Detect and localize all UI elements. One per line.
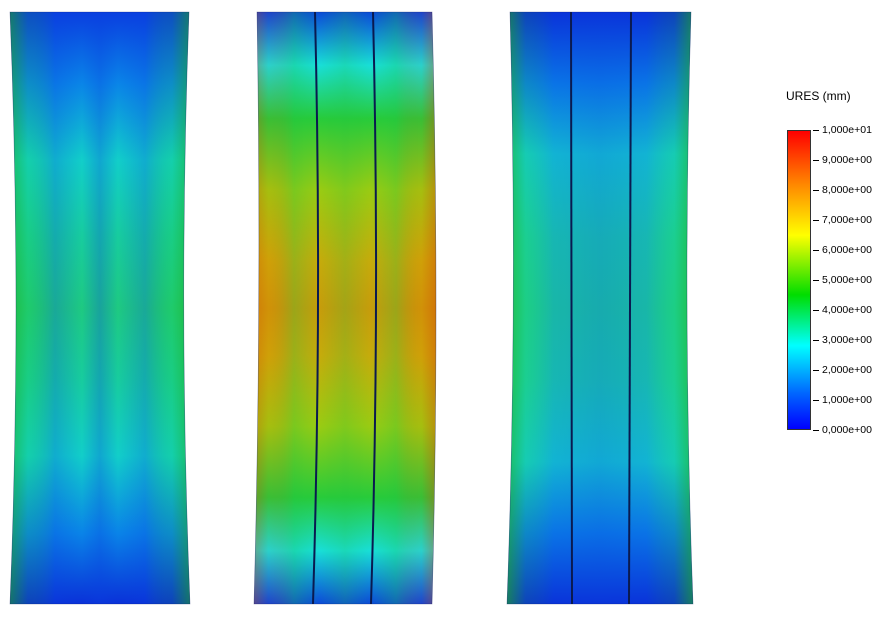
panel-middle	[253, 11, 437, 605]
legend-label: 0,000e+00	[822, 424, 872, 436]
segment-divider	[628, 11, 632, 605]
legend-tick	[813, 250, 819, 251]
legend-tick	[813, 400, 819, 401]
panel-right	[506, 11, 694, 605]
legend-tick	[813, 370, 819, 371]
legend-label: 7,000e+00	[822, 214, 872, 226]
panel-left	[9, 11, 191, 605]
legend-label: 8,000e+00	[822, 184, 872, 196]
legend-label: 1,000e+01	[822, 124, 872, 136]
deformation-panels	[9, 11, 694, 605]
segment-divider	[312, 11, 320, 605]
legend-tick	[813, 340, 819, 341]
legend-label: 1,000e+00	[822, 394, 872, 406]
legend-label: 4,000e+00	[822, 304, 872, 316]
legend-tick	[813, 220, 819, 221]
legend-label: 5,000e+00	[822, 274, 872, 286]
legend-label: 6,000e+00	[822, 244, 872, 256]
legend-tick	[813, 190, 819, 191]
legend-tick	[813, 310, 819, 311]
color-scale-bar	[787, 130, 811, 430]
legend-tick	[813, 160, 819, 161]
segment-divider	[370, 11, 378, 605]
legend-tick	[813, 130, 819, 131]
segment-divider	[570, 11, 573, 605]
legend-label: 9,000e+00	[822, 154, 872, 166]
legend-label: 2,000e+00	[822, 364, 872, 376]
legend-label: 3,000e+00	[822, 334, 872, 346]
legend-tick	[813, 280, 819, 281]
legend-tick	[813, 430, 819, 431]
legend-title: URES (mm)	[786, 89, 851, 103]
